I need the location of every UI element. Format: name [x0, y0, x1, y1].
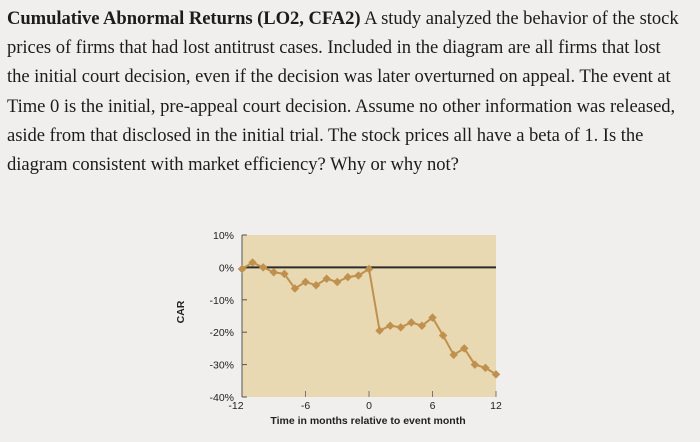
data-point [280, 269, 289, 279]
data-point [258, 263, 268, 272]
data-point [407, 318, 416, 327]
y-tick-label: 10% [213, 230, 234, 242]
x-tick-label: 12 [490, 400, 502, 412]
car-series-points [237, 258, 501, 379]
y-tick-label: -20% [209, 327, 234, 339]
data-point [343, 272, 353, 282]
data-point [417, 321, 427, 330]
data-point [311, 280, 321, 290]
problem-title: Cumulative Abnormal Returns (LO2, CFA2) [7, 8, 361, 29]
x-tick-label: -6 [301, 400, 310, 412]
data-point [449, 350, 458, 360]
y-tick-label: -10% [209, 295, 234, 307]
data-point [322, 274, 331, 283]
x-tick-label: -12 [228, 400, 243, 412]
data-point [481, 363, 490, 373]
data-point [438, 331, 448, 340]
y-tick-label: -30% [209, 360, 234, 372]
data-point [248, 258, 257, 267]
data-point [364, 264, 374, 274]
problem-statement: Cumulative Abnormal Returns (LO2, CFA2) … [7, 4, 687, 179]
data-point [237, 264, 247, 274]
data-point [460, 344, 469, 353]
problem-body: A study analyzed the behavior of the sto… [7, 8, 679, 176]
y-axis-ticks: 10% 0% -10% -20% -30% -40% [209, 230, 247, 404]
data-point [301, 277, 310, 287]
data-point [333, 277, 342, 287]
y-axis-title: CAR [175, 300, 187, 323]
data-point [354, 271, 363, 280]
x-axis-title: Time in months relative to event month [270, 415, 465, 427]
data-point [385, 321, 395, 330]
data-point [428, 313, 437, 322]
data-point [491, 370, 501, 379]
x-tick-label: 6 [430, 400, 436, 412]
data-point [290, 284, 300, 293]
x-axis-ticks: -12 -6 0 6 12 [228, 391, 502, 412]
data-point [396, 323, 405, 332]
plot-area [242, 235, 496, 397]
data-point [269, 268, 278, 277]
data-point [470, 360, 480, 369]
y-tick-label: 0% [219, 262, 234, 274]
x-tick-label: 0 [366, 400, 372, 412]
data-point [375, 326, 384, 335]
y-tick-label: -40% [209, 392, 234, 404]
